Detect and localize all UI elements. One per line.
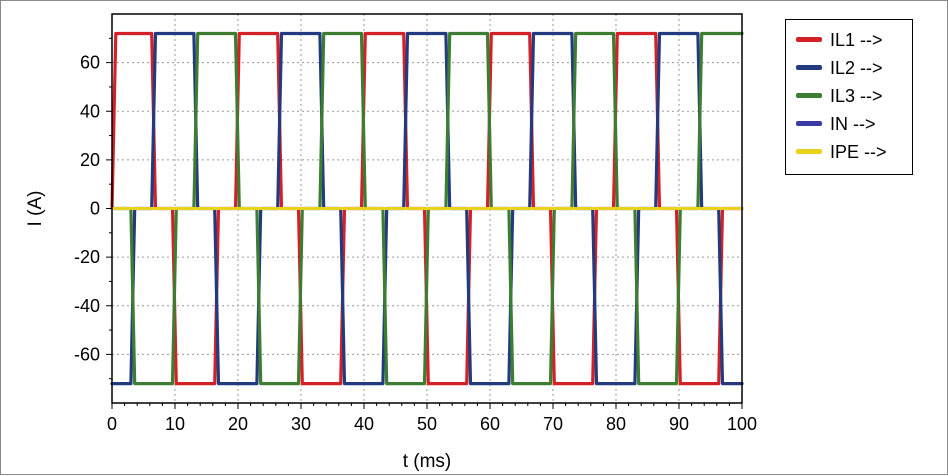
legend-swatch [796, 37, 822, 42]
x-tick-label: 70 [543, 414, 563, 434]
x-tick-label: 0 [107, 414, 117, 434]
x-tick-label: 10 [165, 414, 185, 434]
legend-swatch [796, 65, 822, 70]
x-tick-label: 60 [480, 414, 500, 434]
legend-label: IN --> [830, 114, 876, 134]
y-tick-label: -60 [74, 344, 100, 364]
y-tick-label: -20 [74, 247, 100, 267]
legend-entry: IL3 --> [786, 84, 912, 108]
x-axis-label: t (ms) [403, 451, 452, 472]
y-tick-label: 0 [90, 199, 100, 219]
y-tick-label: -40 [74, 296, 100, 316]
x-tick-label: 90 [669, 414, 689, 434]
legend-label: IL1 --> [830, 30, 883, 50]
x-tick-label: 100 [727, 414, 757, 434]
x-tick-label: 40 [354, 414, 374, 434]
series-layer [110, 31, 744, 386]
x-tick-label: 30 [291, 414, 311, 434]
tick-layer: 0 10 20 30 40 50 60 70 80 90 100 60 40 20 0 -20 -40 -60 [74, 37, 757, 434]
legend-entry: IPE --> [786, 140, 912, 164]
legend: IL1 --> IL2 --> IL3 --> IN --> IPE --> [785, 19, 913, 175]
x-tick-label: 50 [417, 414, 437, 434]
legend-swatch [796, 93, 822, 98]
legend-entry: IL1 --> [786, 28, 912, 52]
y-tick-label: 40 [80, 101, 100, 121]
legend-label: IL3 --> [830, 86, 883, 106]
y-tick-label: 60 [80, 53, 100, 73]
y-tick-label: 20 [80, 150, 100, 170]
legend-entry: IL2 --> [786, 56, 912, 80]
legend-entry: IN --> [786, 112, 912, 136]
legend-swatch [796, 149, 822, 154]
x-tick-label: 20 [228, 414, 248, 434]
legend-swatch [796, 121, 822, 126]
y-axis-label: I (A) [25, 191, 46, 227]
legend-label: IL2 --> [830, 58, 883, 78]
legend-label: IPE --> [830, 142, 887, 162]
x-tick-label: 80 [606, 414, 626, 434]
